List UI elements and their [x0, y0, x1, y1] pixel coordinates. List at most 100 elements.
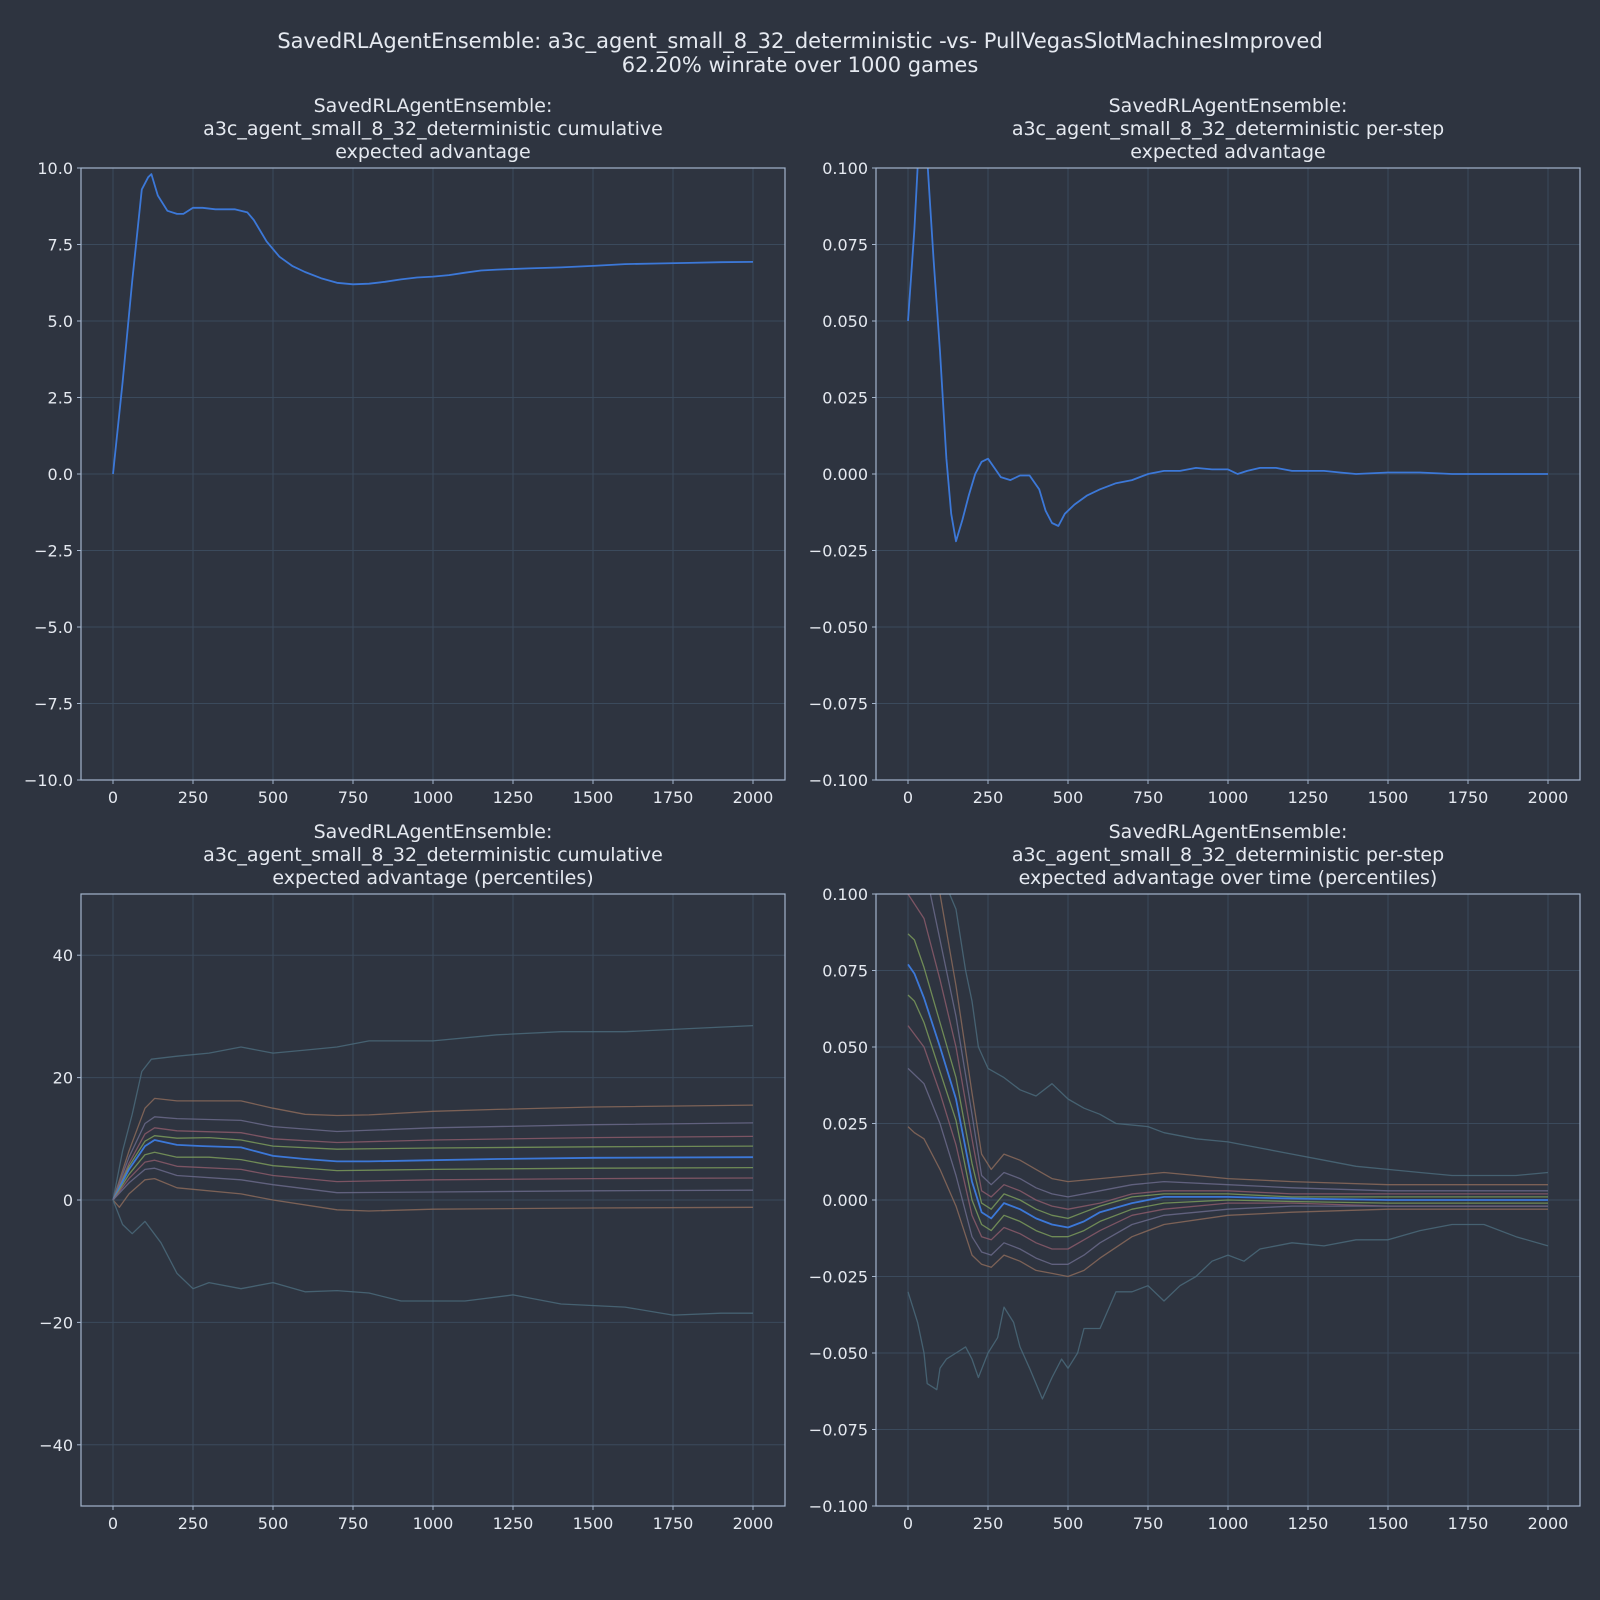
subplot-title-line: SavedRLAgentEnsemble:	[314, 821, 553, 843]
y-tick-label: 0.025	[822, 389, 868, 408]
subplot-title-line: a3c_agent_small_8_32_deterministic cumul…	[203, 118, 663, 140]
suptitle-line-1: SavedRLAgentEnsemble: a3c_agent_small_8_…	[277, 29, 1322, 54]
series-line-11	[907, 1223, 1549, 1400]
x-tick-label: 250	[973, 788, 1004, 807]
x-tick-label: 1250	[493, 1514, 534, 1533]
x-tick-label: 0	[108, 1514, 118, 1533]
x-tick-label: 1250	[493, 788, 534, 807]
series-line-9	[112, 1167, 754, 1201]
series-line-2	[112, 1097, 754, 1201]
x-tick-label: 750	[1133, 788, 1164, 807]
y-tick-label: 0.025	[822, 1115, 868, 1134]
x-tick-label: 750	[338, 788, 369, 807]
subplot-title-line: SavedRLAgentEnsemble:	[314, 95, 553, 117]
series-line-8	[907, 1025, 1548, 1250]
subplot-title-line: a3c_agent_small_8_32_deterministic per-s…	[1012, 844, 1444, 866]
subplot-title-line: a3c_agent_small_8_32_deterministic cumul…	[203, 844, 663, 866]
y-tick-label: −0.025	[809, 542, 868, 561]
subplot-2: 0 250 500 750 1000 1250 1500 1750 2000 −0.100 −0.0…	[809, 95, 1581, 807]
series-line-3	[112, 1116, 754, 1201]
y-tick-label: −0.050	[809, 618, 868, 637]
y-tick-label: 0.000	[822, 1191, 868, 1210]
x-tick-label: 1500	[573, 788, 614, 807]
y-tick-label: −0.100	[809, 1497, 868, 1516]
subplot-title-line: expected advantage over time (percentile…	[1019, 867, 1438, 889]
series-line-4	[112, 1127, 754, 1201]
x-tick-label: 0	[903, 1514, 913, 1533]
y-tick-label: −2.5	[34, 542, 73, 561]
x-tick-label: 1250	[1288, 1514, 1329, 1533]
series-line-3	[929, 894, 1548, 1198]
y-tick-label: 0.000	[822, 465, 868, 484]
x-tick-label: 250	[973, 1514, 1004, 1533]
x-tick-label: 1750	[653, 788, 694, 807]
y-tick-label: 0.100	[822, 885, 868, 904]
series-line-9	[907, 1067, 1548, 1265]
suptitle-line-2: 62.20% winrate over 1000 games	[622, 53, 979, 77]
series-line-1	[948, 894, 1549, 1177]
series-line-5	[907, 933, 1548, 1220]
x-tick-label: 1500	[573, 1514, 614, 1533]
series-line-1	[907, 168, 1548, 543]
y-tick-label: −20	[39, 1313, 73, 1332]
y-tick-label: −40	[39, 1436, 73, 1455]
series-line-8	[112, 1159, 754, 1201]
subplot-4: 0 250 500 750 1000 1250 1500 1750 2000 −0.100 −0.0…	[809, 821, 1581, 1533]
x-tick-label: 1250	[1288, 788, 1329, 807]
series-line-6	[112, 1139, 754, 1201]
series-line-1	[112, 173, 754, 475]
series-line-7	[907, 994, 1548, 1238]
subplot-grid: 0 250 500 750 1000 1250 1500 1750 2000−10.0−7.5−…	[24, 95, 1581, 1533]
y-tick-label: 20	[53, 1069, 73, 1088]
x-tick-label: 500	[1053, 1514, 1084, 1533]
y-tick-label: −0.075	[809, 1421, 868, 1440]
y-tick-label: 0.075	[822, 236, 868, 255]
series-line-7	[112, 1151, 754, 1201]
x-tick-label: 1750	[1448, 788, 1489, 807]
x-tick-label: 2000	[733, 1514, 774, 1533]
subplot-title-line: SavedRLAgentEnsemble:	[1109, 821, 1348, 843]
x-tick-label: 500	[258, 1514, 289, 1533]
y-tick-label: 40	[53, 946, 73, 965]
subplot-title-line: expected advantage	[1130, 141, 1326, 163]
y-tick-label: −5.0	[34, 618, 73, 637]
y-tick-label: 0	[63, 1191, 73, 1210]
x-tick-label: 0	[108, 788, 118, 807]
y-tick-label: −0.050	[809, 1344, 868, 1363]
x-tick-label: 500	[1053, 788, 1084, 807]
x-tick-label: 1750	[1448, 1514, 1489, 1533]
x-tick-label: 250	[178, 788, 209, 807]
x-tick-label: 0	[903, 788, 913, 807]
series-line-4	[907, 894, 1548, 1210]
series-line-10	[112, 1177, 754, 1212]
x-tick-label: 750	[338, 1514, 369, 1533]
subplot-title-line: SavedRLAgentEnsemble:	[1109, 95, 1348, 117]
subplot-title-line: expected advantage (percentiles)	[272, 867, 593, 889]
x-tick-label: 2000	[733, 788, 774, 807]
subplot-1: 0 250 500 750 1000 1250 1500 1750 2000 −10.0 −7.5 −…	[24, 95, 786, 807]
x-tick-label: 1000	[1208, 1514, 1249, 1533]
x-tick-label: 2000	[1528, 1514, 1569, 1533]
y-tick-label: 10.0	[37, 159, 73, 178]
series-line-6	[907, 963, 1548, 1229]
x-tick-label: 1000	[1208, 788, 1249, 807]
subplot-title-line: expected advantage	[335, 141, 531, 163]
y-tick-label: −7.5	[34, 695, 73, 714]
series-line-11	[112, 1199, 753, 1316]
x-tick-label: 1000	[413, 788, 454, 807]
y-tick-label: −10.0	[24, 771, 73, 790]
x-tick-label: 2000	[1528, 788, 1569, 807]
y-tick-label: −0.025	[809, 1268, 868, 1287]
y-tick-label: 0.050	[822, 312, 868, 331]
y-tick-label: −0.075	[809, 695, 868, 714]
x-tick-label: 1750	[653, 1514, 694, 1533]
y-tick-label: 0.100	[822, 159, 868, 178]
x-tick-label: 500	[258, 788, 289, 807]
x-tick-label: 1500	[1368, 788, 1409, 807]
y-tick-label: 7.5	[48, 236, 73, 255]
series-line-2	[939, 894, 1548, 1186]
y-tick-label: 2.5	[48, 389, 73, 408]
subplot-title-line: a3c_agent_small_8_32_deterministic per-s…	[1012, 118, 1444, 140]
y-tick-label: 5.0	[48, 312, 73, 331]
